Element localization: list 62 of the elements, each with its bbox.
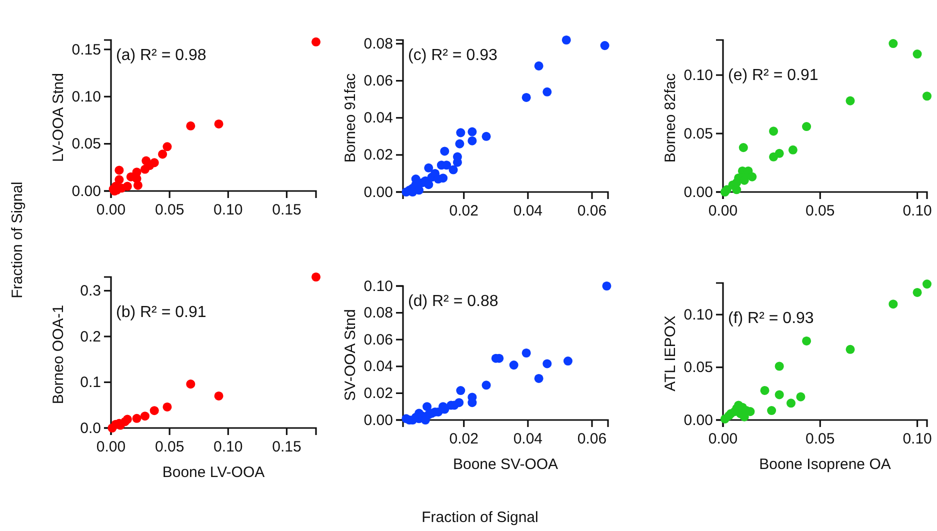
- y-tick-label: 0.10: [684, 306, 713, 324]
- y-tick-label: 0.08: [364, 304, 393, 322]
- y-tick-label: 0.3: [80, 282, 101, 300]
- y-tick-label: 0.10: [72, 88, 101, 106]
- y-tick-label: 0.00: [364, 184, 393, 201]
- x-tick-label: 0.00: [96, 438, 126, 456]
- annotation: (b) R² = 0.91: [116, 304, 206, 321]
- x-tick-label: 0.05: [154, 202, 184, 219]
- annotation: (e) R² = 0.91: [728, 67, 818, 84]
- annotation: (c) R² = 0.93: [408, 47, 498, 64]
- y-tick-label: 0.06: [364, 72, 393, 90]
- x-tick-label: 0.00: [708, 202, 738, 220]
- text: Fraction of Signal: [422, 509, 538, 526]
- y-tick-label: 0.0: [80, 420, 101, 437]
- x-tick-label: 0.00: [96, 202, 126, 219]
- y-tick-label: 0.00: [684, 412, 713, 429]
- y-axis-title: Borneo OOA-1: [50, 304, 67, 404]
- x-tick-label: 0.04: [513, 202, 543, 220]
- x-tick-label: 0.06: [577, 202, 607, 220]
- y-tick-label: 0.1: [80, 374, 101, 392]
- x-tick-label: 0.02: [449, 202, 478, 220]
- x-tick-label: 0.04: [513, 430, 543, 448]
- text: Fraction of Signal: [9, 182, 26, 298]
- y-tick-label: 0.02: [364, 385, 393, 402]
- y-axis-title: LV-OOA Stnd: [50, 73, 67, 162]
- x-tick-label: 0.15: [272, 438, 302, 456]
- x-tick-label: 0.05: [806, 202, 835, 220]
- x-axis-title: Boone Isoprene OA: [759, 456, 891, 473]
- x-tick-label: 0.15: [272, 202, 302, 219]
- y-tick-label: 0.02: [364, 146, 393, 164]
- y-tick-label: 0.00: [72, 182, 101, 200]
- annotation: (d) R² = 0.88: [408, 293, 498, 310]
- x-tick-label: 0.05: [806, 430, 835, 448]
- y-tick-label: 0.05: [72, 136, 101, 153]
- annotation: (f) R² = 0.93: [728, 310, 814, 327]
- annotation: (a) R² = 0.98: [116, 47, 206, 64]
- y-tick-label: 0.05: [684, 359, 713, 376]
- x-tick-label: 0.10: [214, 202, 243, 219]
- x-tick-label: 0.10: [902, 202, 932, 220]
- y-tick-label: 0.15: [72, 41, 101, 58]
- y-axis-title: ATL IEPOX: [662, 316, 679, 392]
- x-tick-label: 0.00: [708, 430, 738, 448]
- y-tick-label: 0.00: [364, 412, 393, 429]
- y-axis-title: Borneo 82fac: [662, 72, 679, 163]
- x-axis-title: Boone SV-OOA: [452, 456, 558, 473]
- x-tick-label: 0.06: [577, 430, 607, 448]
- x-tick-label: 0.10: [902, 430, 932, 448]
- y-tick-label: 0.00: [684, 184, 713, 201]
- x-tick-label: 0.10: [214, 438, 243, 456]
- y-tick-label: 0.05: [684, 125, 713, 142]
- y-tick-label: 0.08: [364, 36, 393, 53]
- y-tick-label: 0.04: [364, 358, 393, 376]
- y-tick-label: 0.10: [364, 278, 393, 295]
- y-axis-title: Borneo 91fac: [342, 72, 359, 163]
- x-tick-label: 0.05: [154, 438, 184, 456]
- y-tick-label: 0.10: [684, 66, 713, 84]
- y-tick-label: 0.04: [364, 110, 393, 127]
- y-tick-label: 0.06: [364, 331, 393, 348]
- x-axis-title: Boone LV-OOA: [162, 464, 265, 481]
- y-axis-title: SV-OOA Stnd: [342, 309, 359, 401]
- x-tick-label: 0.02: [449, 430, 478, 448]
- y-tick-label: 0.2: [80, 328, 101, 346]
